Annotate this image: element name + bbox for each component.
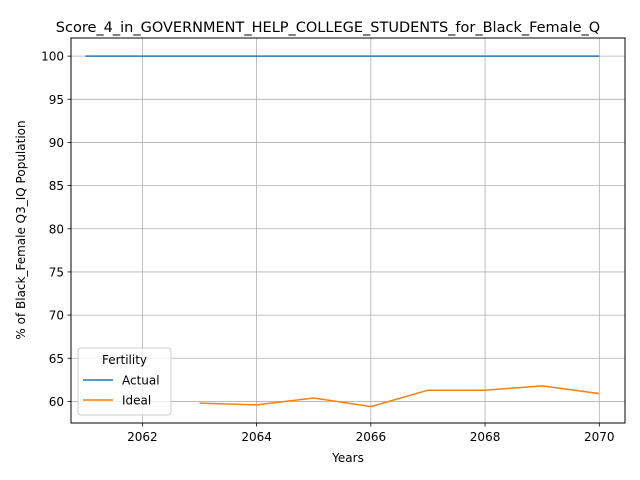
legend-label-ideal: Ideal — [122, 394, 151, 408]
legend-title: Fertility — [102, 353, 147, 367]
x-axis-ticks: 2062 2064 2066 2068 2070 — [127, 423, 615, 444]
x-tick-label: 2064 — [241, 430, 272, 444]
chart-title: Score_4_in_GOVERNMENT_HELP_COLLEGE_STUDE… — [56, 20, 600, 36]
series-lines — [85, 55, 600, 408]
y-tick-label: 95 — [49, 93, 64, 107]
y-tick-label: 100 — [41, 50, 64, 64]
series-line-ideal — [199, 385, 600, 408]
y-tick-label: 65 — [49, 352, 64, 366]
x-tick-label: 2062 — [127, 430, 158, 444]
x-axis-label: Years — [331, 451, 364, 465]
y-axis-label: % of Black_Female Q3_IQ Population — [14, 120, 28, 339]
y-tick-label: 60 — [49, 395, 64, 409]
legend-box — [77, 347, 172, 416]
y-tick-label: 85 — [49, 179, 64, 193]
x-tick-label: 2068 — [470, 430, 501, 444]
y-tick-label: 75 — [49, 265, 64, 279]
x-tick-label: 2066 — [356, 430, 387, 444]
legend: Fertility Actual Ideal — [77, 347, 172, 416]
y-tick-label: 70 — [49, 309, 64, 323]
x-tick-label: 2070 — [584, 430, 615, 444]
plot-frame — [70, 37, 626, 424]
legend-label-actual: Actual — [122, 374, 160, 388]
y-tick-label: 80 — [49, 222, 64, 236]
y-tick-label: 90 — [49, 136, 64, 150]
y-axis-ticks: 60 65 70 75 80 85 90 95 100 — [41, 50, 71, 409]
